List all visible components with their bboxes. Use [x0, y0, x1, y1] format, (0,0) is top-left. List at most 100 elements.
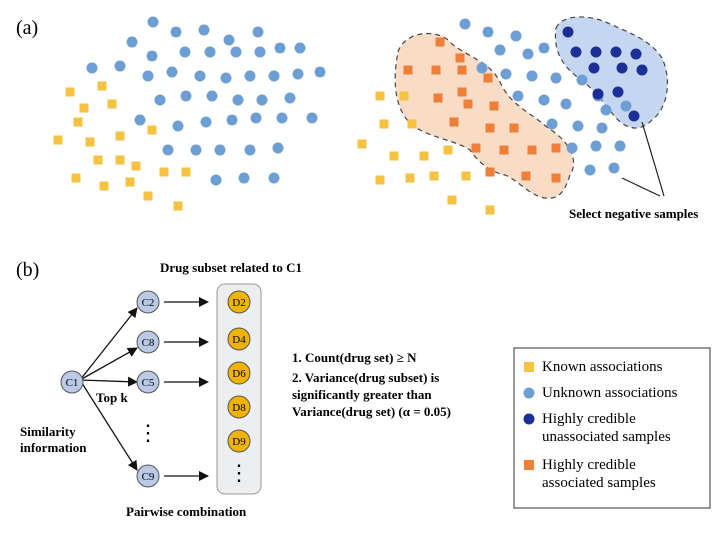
known-association-square: [79, 103, 89, 113]
known-association-square: [485, 205, 495, 215]
legend-label: associated samples: [542, 475, 656, 491]
unassociated-sample-dot: [592, 88, 604, 100]
known-association-square: [443, 145, 453, 155]
similarity-edge: [79, 376, 138, 387]
unknown-association-dot: [220, 72, 232, 84]
callout-line-2: [641, 121, 665, 197]
associated-sample-square: [431, 65, 441, 75]
unknown-association-dot: [566, 142, 578, 154]
known-association-square: [447, 195, 457, 205]
unknown-association-dot: [510, 30, 522, 42]
unassociated-sample-dot: [570, 46, 582, 58]
legend-label: unassociated samples: [542, 429, 671, 445]
unknown-association-dot: [584, 164, 596, 176]
unknown-association-dot: [608, 162, 620, 174]
unknown-association-dot: [206, 90, 218, 102]
unknown-association-dot: [166, 66, 178, 78]
drug-node-d8: [227, 395, 251, 419]
unknown-association-dot: [114, 60, 126, 72]
criteria-line-4: Variance(drug set) (α = 0.05): [292, 404, 451, 419]
node-c9: [136, 464, 160, 488]
similarity-edge: [79, 347, 138, 381]
unknown-association-dot: [476, 62, 488, 74]
associated-sample-square: [457, 87, 467, 97]
node-c8: [136, 330, 160, 354]
unknown-association-dot: [268, 172, 280, 184]
known-association-square: [53, 135, 63, 145]
legend-box: [513, 347, 711, 509]
similarity-label-line2: information: [20, 440, 87, 455]
pairwise-combination-label: Pairwise combination: [126, 504, 247, 519]
drug-node-d9: [227, 429, 251, 453]
known-association-square: [147, 125, 157, 135]
known-association-square: [429, 171, 439, 181]
unknown-association-dot: [223, 34, 235, 46]
unknown-association-dot: [200, 116, 212, 128]
unknown-association-dot: [142, 70, 154, 82]
unknown-association-dot: [494, 44, 506, 56]
right-scatter-plot: [357, 18, 648, 215]
unassociated-sample-dot: [590, 46, 602, 58]
unknown-association-dot: [179, 46, 191, 58]
drug-node-d4: [227, 327, 251, 351]
unknown-association-dot: [126, 36, 138, 48]
unknown-association-dot: [230, 46, 242, 58]
unknown-association-dot: [268, 70, 280, 82]
criteria-line-2: 2. Variance(drug subset) is: [292, 370, 439, 385]
unknown-association-dot: [550, 72, 562, 84]
legend-label: Known associations: [542, 359, 663, 375]
criteria-line-1: 1. Count(drug set) ≥ N: [292, 350, 417, 365]
unknown-association-dot: [590, 140, 602, 152]
known-association-square: [115, 131, 125, 141]
unknown-association-dot: [614, 140, 626, 152]
drug-node-d2-label: D2: [232, 297, 245, 309]
known-association-square: [375, 175, 385, 185]
associated-sample-square: [403, 65, 413, 75]
unknown-association-dot: [170, 26, 182, 38]
unknown-association-dot: [172, 120, 184, 132]
known-association-square: [461, 171, 471, 181]
known-association-square: [181, 167, 191, 177]
unassociated-sample-dot: [612, 86, 624, 98]
unknown-association-dot: [560, 98, 572, 110]
associated-region: [394, 32, 575, 199]
unknown-association-dot: [512, 90, 524, 102]
associated-sample-square: [435, 37, 445, 47]
known-association-square: [159, 167, 169, 177]
drug-subset-title: Drug subset related to C1: [160, 260, 302, 275]
unassociated-sample-dot: [630, 48, 642, 60]
unknown-association-dot: [620, 100, 632, 112]
known-association-square: [407, 119, 417, 129]
similarity-graph: C1 C2 C8 C5 C9 ⋮ D2 D4 D6 D8 D9 ⋮: [60, 290, 251, 488]
known-association-square: [357, 139, 367, 149]
unknown-association-dot: [292, 68, 304, 80]
unknown-association-dot: [190, 144, 202, 156]
unknown-association-dot: [226, 114, 238, 126]
unknown-association-dot: [596, 122, 608, 134]
unknown-association-dot: [146, 50, 158, 62]
select-negative-label: Select negative samples: [569, 206, 698, 221]
unknown-association-dot: [522, 48, 534, 60]
unknown-association-dot: [238, 172, 250, 184]
similarity-edge: [79, 379, 138, 471]
unknown-association-dot: [572, 120, 584, 132]
associated-sample-square: [457, 65, 467, 75]
known-association-square: [97, 81, 107, 91]
drug-node-d9-label: D9: [232, 436, 246, 448]
associated-sample-square: [463, 99, 473, 109]
unknown-association-dot: [576, 74, 588, 86]
unassociated-sample-dot: [610, 46, 622, 58]
associated-sample-square: [509, 123, 519, 133]
drug-node-d6: [227, 361, 251, 385]
associated-sample-square: [551, 143, 561, 153]
unknown-association-dot: [214, 144, 226, 156]
unknown-association-dot: [252, 26, 264, 38]
node-c8-label: C8: [142, 337, 155, 349]
legend-label: Highly credible: [542, 411, 636, 427]
known-association-square: [65, 87, 75, 97]
known-association-square: [143, 191, 153, 201]
drug-node-d4-label: D4: [232, 334, 246, 346]
unknown-association-dot: [194, 70, 206, 82]
unknown-association-dot: [306, 112, 318, 124]
